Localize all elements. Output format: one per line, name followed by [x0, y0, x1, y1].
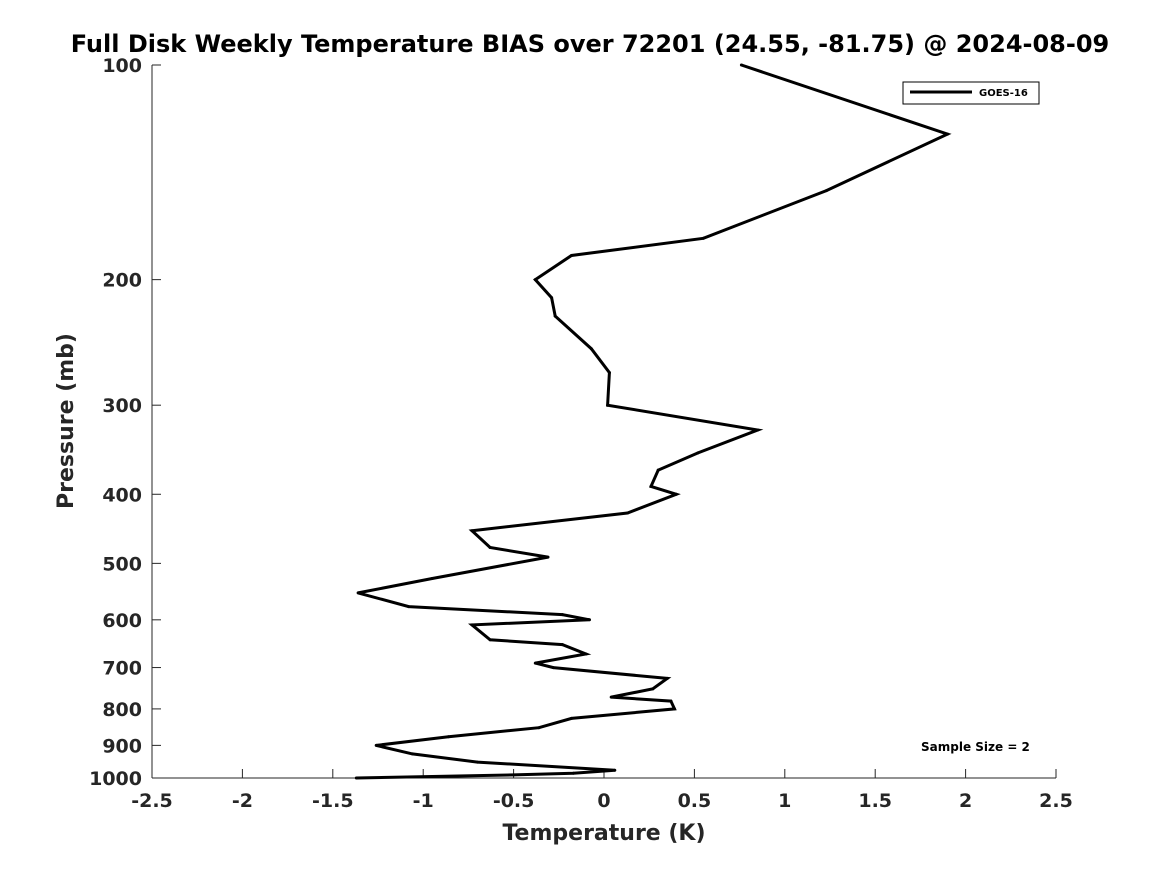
series-points: [354, 63, 949, 780]
y-tick-label: 400: [102, 484, 142, 506]
data-point: [673, 707, 676, 711]
y-tick-label: 300: [102, 395, 142, 417]
data-point: [354, 776, 358, 780]
data-point: [560, 613, 564, 617]
goes-16-series-line: [356, 63, 952, 780]
data-point: [512, 773, 516, 777]
data-point: [651, 687, 655, 691]
legend: GOES-16: [902, 81, 1040, 105]
sample-size-annotation: Sample Size = 2: [921, 740, 1030, 754]
y-tick-label: 900: [102, 735, 142, 757]
y-axis-ticks: 100 200 300 400 500 600 700 800 900 1000: [89, 55, 161, 790]
data-point: [665, 676, 669, 680]
data-point: [824, 189, 828, 193]
x-tick-label: 1: [778, 790, 791, 812]
data-point: [607, 371, 611, 375]
data-point: [584, 652, 588, 656]
data-point: [553, 314, 557, 318]
x-tick-label: 0: [597, 790, 610, 812]
data-point: [430, 577, 434, 580]
y-axis-label: Pressure (mb): [54, 333, 79, 509]
chart-title: Full Disk Weekly Temperature BIAS over 7…: [71, 30, 1110, 58]
data-point: [696, 451, 700, 455]
data-point: [649, 484, 653, 488]
data-point: [946, 132, 949, 136]
data-point: [447, 735, 450, 739]
y-tick-label: 700: [102, 658, 142, 680]
y-tick-label: 800: [102, 699, 142, 721]
y-tick-label: 200: [102, 270, 142, 292]
data-point: [571, 771, 575, 775]
x-tick-label: 2: [959, 790, 972, 812]
data-point: [609, 695, 613, 699]
x-tick-label: 1.5: [858, 790, 892, 812]
data-point: [669, 699, 673, 703]
x-tick-label: -1: [413, 790, 434, 812]
data-point: [470, 623, 474, 627]
data-point: [588, 618, 591, 622]
data-point: [550, 296, 554, 300]
data-point: [570, 716, 573, 720]
data-point: [470, 529, 474, 533]
data-point: [756, 428, 760, 432]
data-point: [407, 605, 411, 609]
data-point: [533, 278, 537, 282]
y-tick-label: 500: [102, 553, 142, 575]
x-axis-label: Temperature (K): [502, 821, 705, 846]
data-point: [533, 661, 537, 665]
data-point: [613, 768, 617, 772]
y-tick-label: 100: [102, 55, 142, 77]
data-point: [488, 638, 492, 642]
x-axis-ticks: -2.5 -2 -1.5 -1 -0.5 0 0.5 1 1.5 2 2.5: [131, 769, 1073, 812]
y-tick-label: 600: [102, 610, 142, 632]
x-tick-label: 0.5: [678, 790, 712, 812]
data-point: [570, 254, 573, 257]
data-point: [546, 555, 550, 559]
legend-entry-goes-16: GOES-16: [979, 88, 1028, 99]
data-point: [701, 236, 705, 240]
y-tick-label: 1000: [89, 768, 142, 790]
data-point: [589, 347, 593, 351]
data-point: [626, 511, 629, 515]
data-point: [374, 743, 378, 747]
x-tick-label: -1.5: [312, 790, 354, 812]
data-point: [551, 666, 555, 670]
x-tick-label: -2: [232, 790, 253, 812]
x-tick-label: -0.5: [493, 790, 535, 812]
data-point: [674, 492, 678, 496]
data-point: [356, 591, 360, 595]
data-point: [560, 643, 564, 647]
data-point: [739, 63, 743, 67]
x-tick-label: -2.5: [131, 790, 173, 812]
x-tick-label: 2.5: [1039, 790, 1073, 812]
data-point: [488, 546, 492, 549]
data-point: [410, 752, 414, 756]
data-point: [656, 468, 660, 472]
data-point: [606, 403, 610, 407]
data-point: [475, 760, 479, 764]
data-point: [537, 726, 541, 730]
